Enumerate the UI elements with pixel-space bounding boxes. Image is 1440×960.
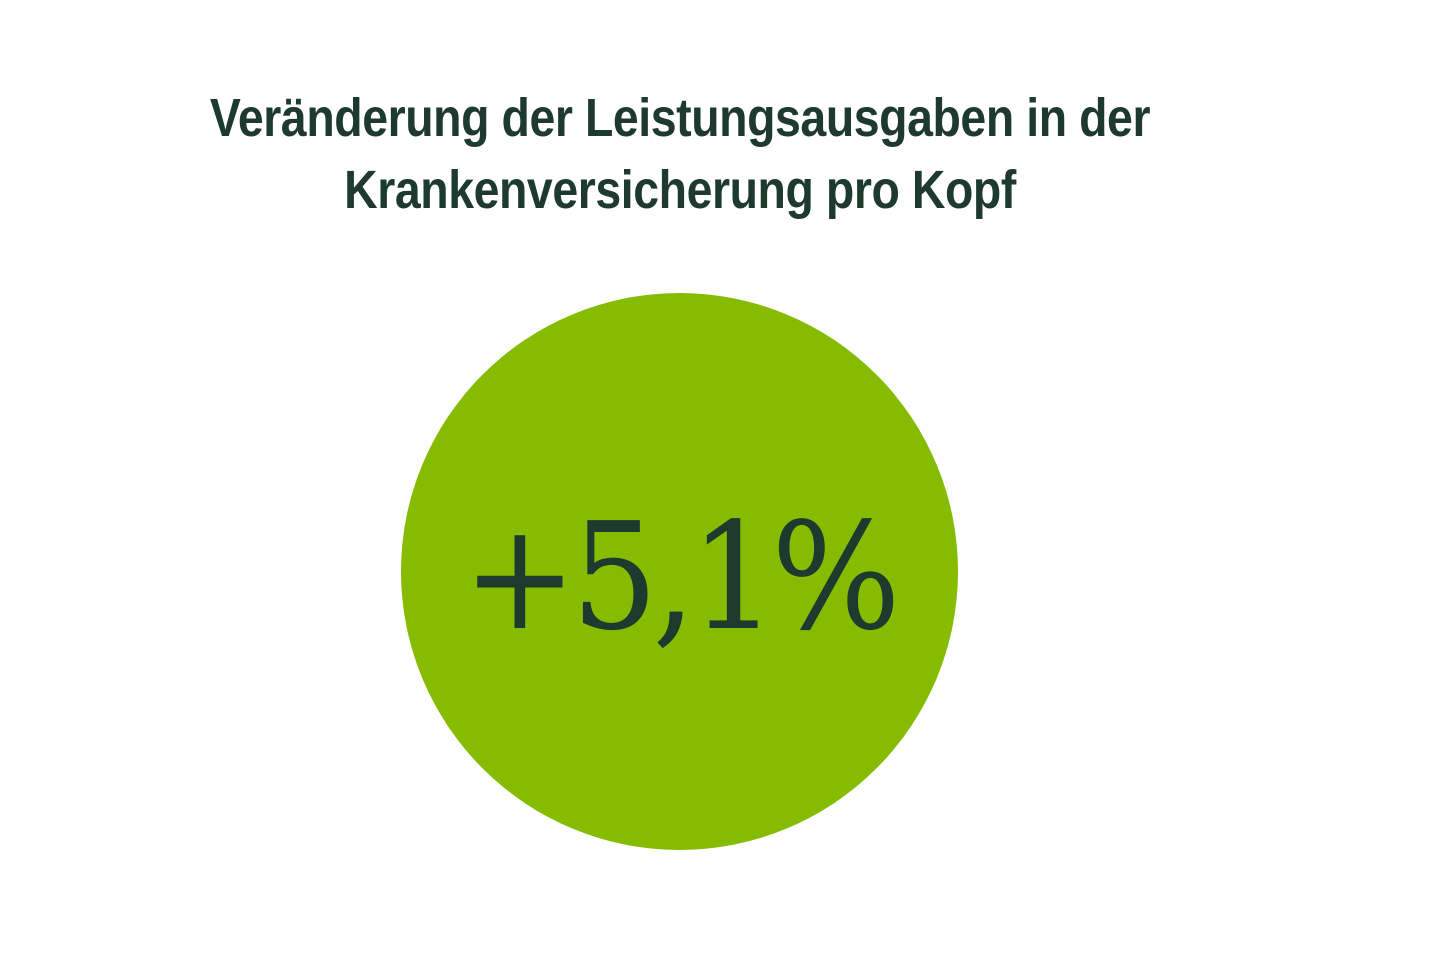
percentage-change-value: +5,1% (463, 490, 901, 663)
chart-title-line-2: Krankenversicherung pro Kopf (344, 160, 1016, 221)
chart-title-line-1: Veränderung der Leistungsausgaben in der (209, 88, 1151, 149)
chart-title: Veränderung der Leistungsausgaben in der… (0, 82, 1360, 226)
value-circle: +5,1% (401, 293, 958, 850)
